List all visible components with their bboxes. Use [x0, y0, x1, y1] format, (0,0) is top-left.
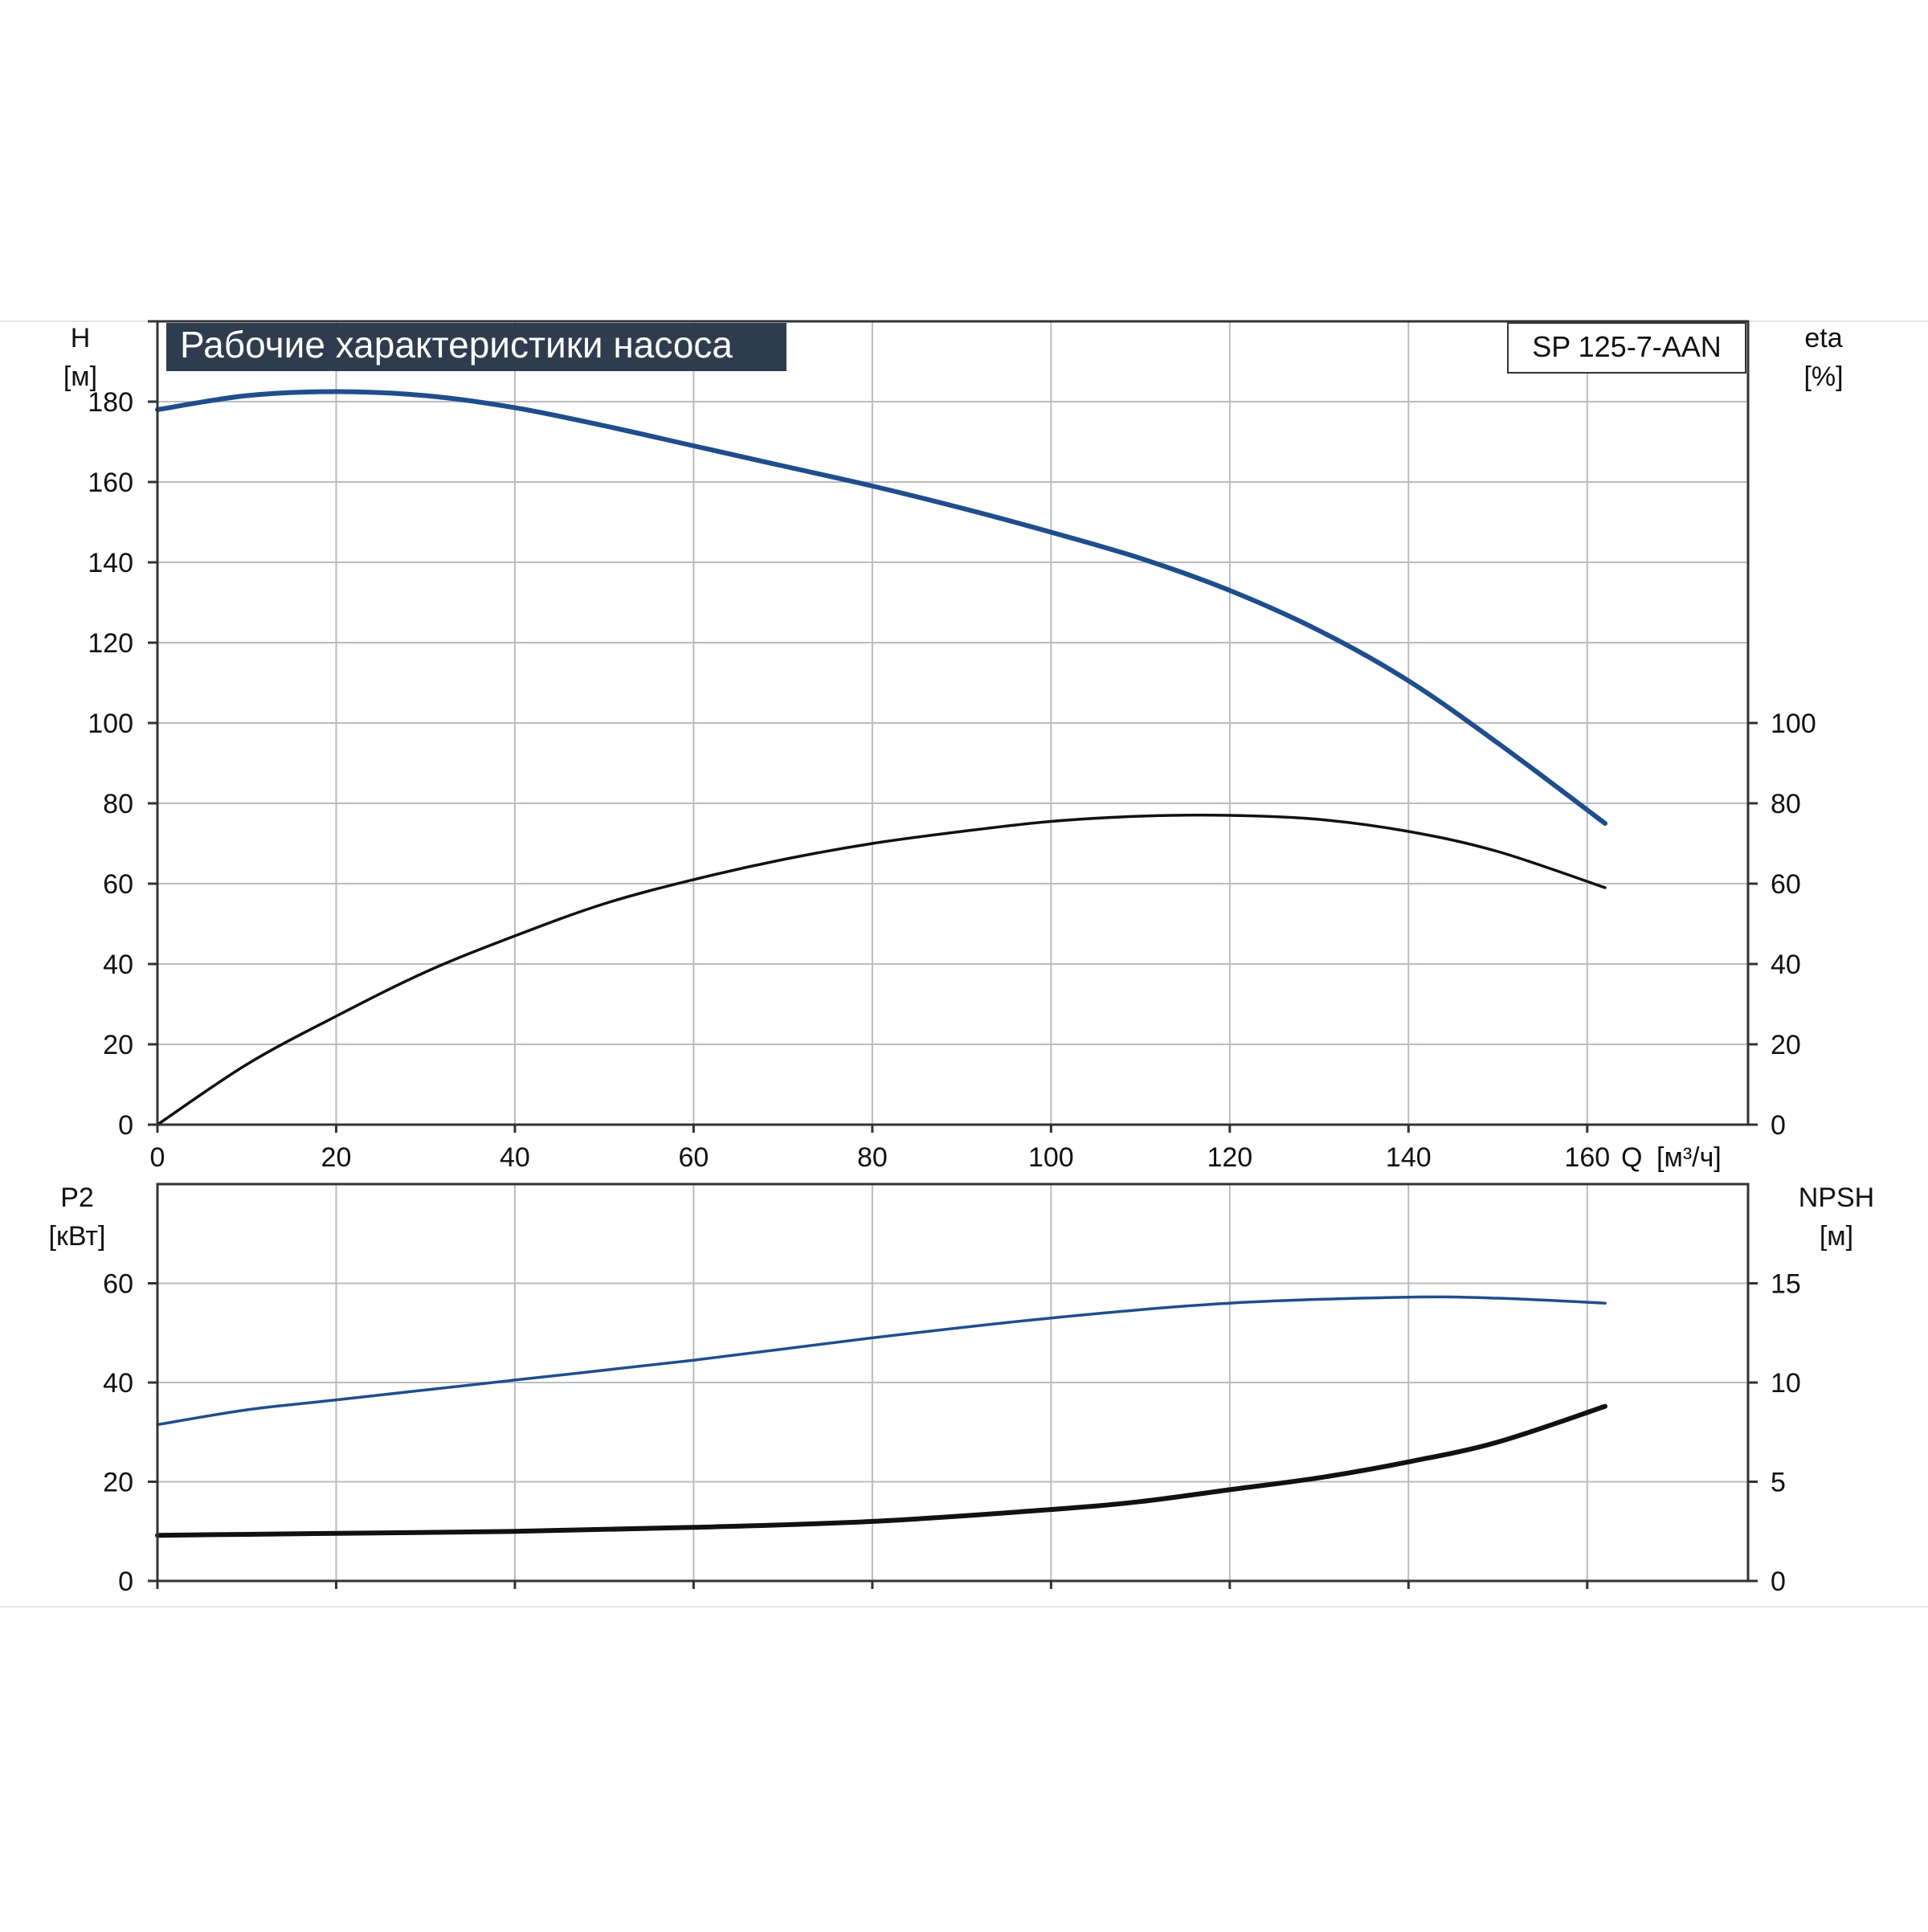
top-y-right-tick-label-4: 80 [1771, 789, 1801, 819]
top-x-tick-label-0: 0 [150, 1142, 165, 1173]
bottom-y-left-tick-label-0: 0 [118, 1566, 133, 1597]
top-y-left-tick-label-7: 140 [88, 548, 133, 578]
bottom-series [155, 1295, 1608, 1538]
y-right-unit-eta: [%] [1803, 361, 1843, 392]
bottom-y-right-tick-label-0: 0 [1771, 1566, 1786, 1597]
model-box: SP 125-7-AAN [1507, 322, 1746, 374]
y-right-label-eta: eta [1804, 323, 1842, 353]
y-left-unit-p2: [кВт] [49, 1221, 106, 1252]
top-y-left-tick-label-0: 0 [118, 1110, 133, 1141]
bottom-series-line-0 [156, 1295, 1607, 1427]
top-y-left-tick-label-5: 100 [88, 709, 133, 739]
bottom-y-right-tick-label-1: 5 [1771, 1468, 1786, 1498]
head-efficiency-panel: 0 20 40 60 80 100 120 140 160 180 0 20 40 60 80 100 0 20 4… [63, 320, 1844, 1173]
top-plot-frame [156, 320, 1750, 1126]
bottom-y-left-tick-label-2: 40 [103, 1368, 133, 1399]
bottom-y-left-tick-label-1: 20 [103, 1468, 133, 1498]
top-series-line-0 [155, 389, 1608, 826]
top-x-tick-label-1: 20 [321, 1142, 352, 1173]
top-y-right-tick-label-5: 100 [1771, 709, 1816, 739]
power-npsh-panel: 0 20 40 60 0 5 10 15 P2 [кВт] NPSH [м] [49, 1182, 1875, 1597]
title-box: Рабочие характеристики насоса [166, 323, 786, 371]
bottom-y-left-tick-label-3: 60 [103, 1269, 133, 1300]
top-y-right-tick-label-1: 20 [1771, 1030, 1801, 1060]
bottom-ticks: 0 20 40 60 0 5 10 15 [103, 1269, 1801, 1598]
title-background [166, 323, 786, 371]
top-ticks: 0 20 40 60 80 100 120 140 160 180 0 20 40 60 80 100 0 20 4… [88, 320, 1816, 1173]
model-background [1507, 322, 1746, 374]
top-y-left-tick-label-1: 20 [103, 1030, 133, 1060]
top-x-tick-label-6: 120 [1207, 1142, 1252, 1173]
top-x-tick-label-5: 100 [1028, 1142, 1074, 1173]
top-series-line-1 [156, 813, 1607, 1126]
top-series [155, 389, 1608, 1126]
top-x-tick-label-7: 140 [1386, 1142, 1432, 1173]
bottom-y-right-tick-label-2: 10 [1771, 1368, 1801, 1399]
top-x-tick-label-3: 60 [679, 1142, 709, 1173]
top-y-right-tick-label-3: 60 [1771, 869, 1801, 900]
bottom-series-line-1 [155, 1403, 1608, 1538]
top-x-tick-label-2: 40 [500, 1142, 530, 1173]
y-left-label-p2: P2 [60, 1182, 94, 1213]
bottom-grid [157, 1184, 1748, 1581]
top-grid [157, 321, 1748, 1125]
x-axis-label-q: Q [1621, 1142, 1642, 1173]
top-y-right-tick-label-0: 0 [1771, 1110, 1786, 1141]
top-y-left-tick-label-8: 160 [88, 468, 133, 498]
top-y-left-tick-label-3: 60 [103, 869, 133, 900]
chart-title: Рабочие характеристики насоса [180, 324, 733, 366]
y-right-unit-npsh: [м] [1820, 1221, 1853, 1252]
bottom-y-right-tick-label-3: 15 [1771, 1269, 1801, 1300]
y-left-label-h: H [71, 323, 91, 353]
top-x-tick-label-4: 80 [857, 1142, 888, 1173]
top-y-left-tick-label-2: 40 [103, 950, 133, 980]
bottom-plot-frame [156, 1182, 1750, 1583]
y-right-label-npsh: NPSH [1799, 1182, 1874, 1213]
top-x-tick-label-8: 160 [1564, 1142, 1610, 1173]
y-left-unit-h: [м] [63, 361, 97, 392]
top-y-left-tick-label-4: 80 [103, 789, 133, 819]
top-y-right-tick-label-2: 40 [1771, 950, 1801, 980]
top-y-left-tick-label-9: 180 [88, 387, 133, 418]
x-axis-unit-q: [м³/ч] [1656, 1142, 1722, 1173]
top-y-left-tick-label-6: 120 [88, 628, 133, 659]
model-label: SP 125-7-AAN [1532, 330, 1721, 363]
